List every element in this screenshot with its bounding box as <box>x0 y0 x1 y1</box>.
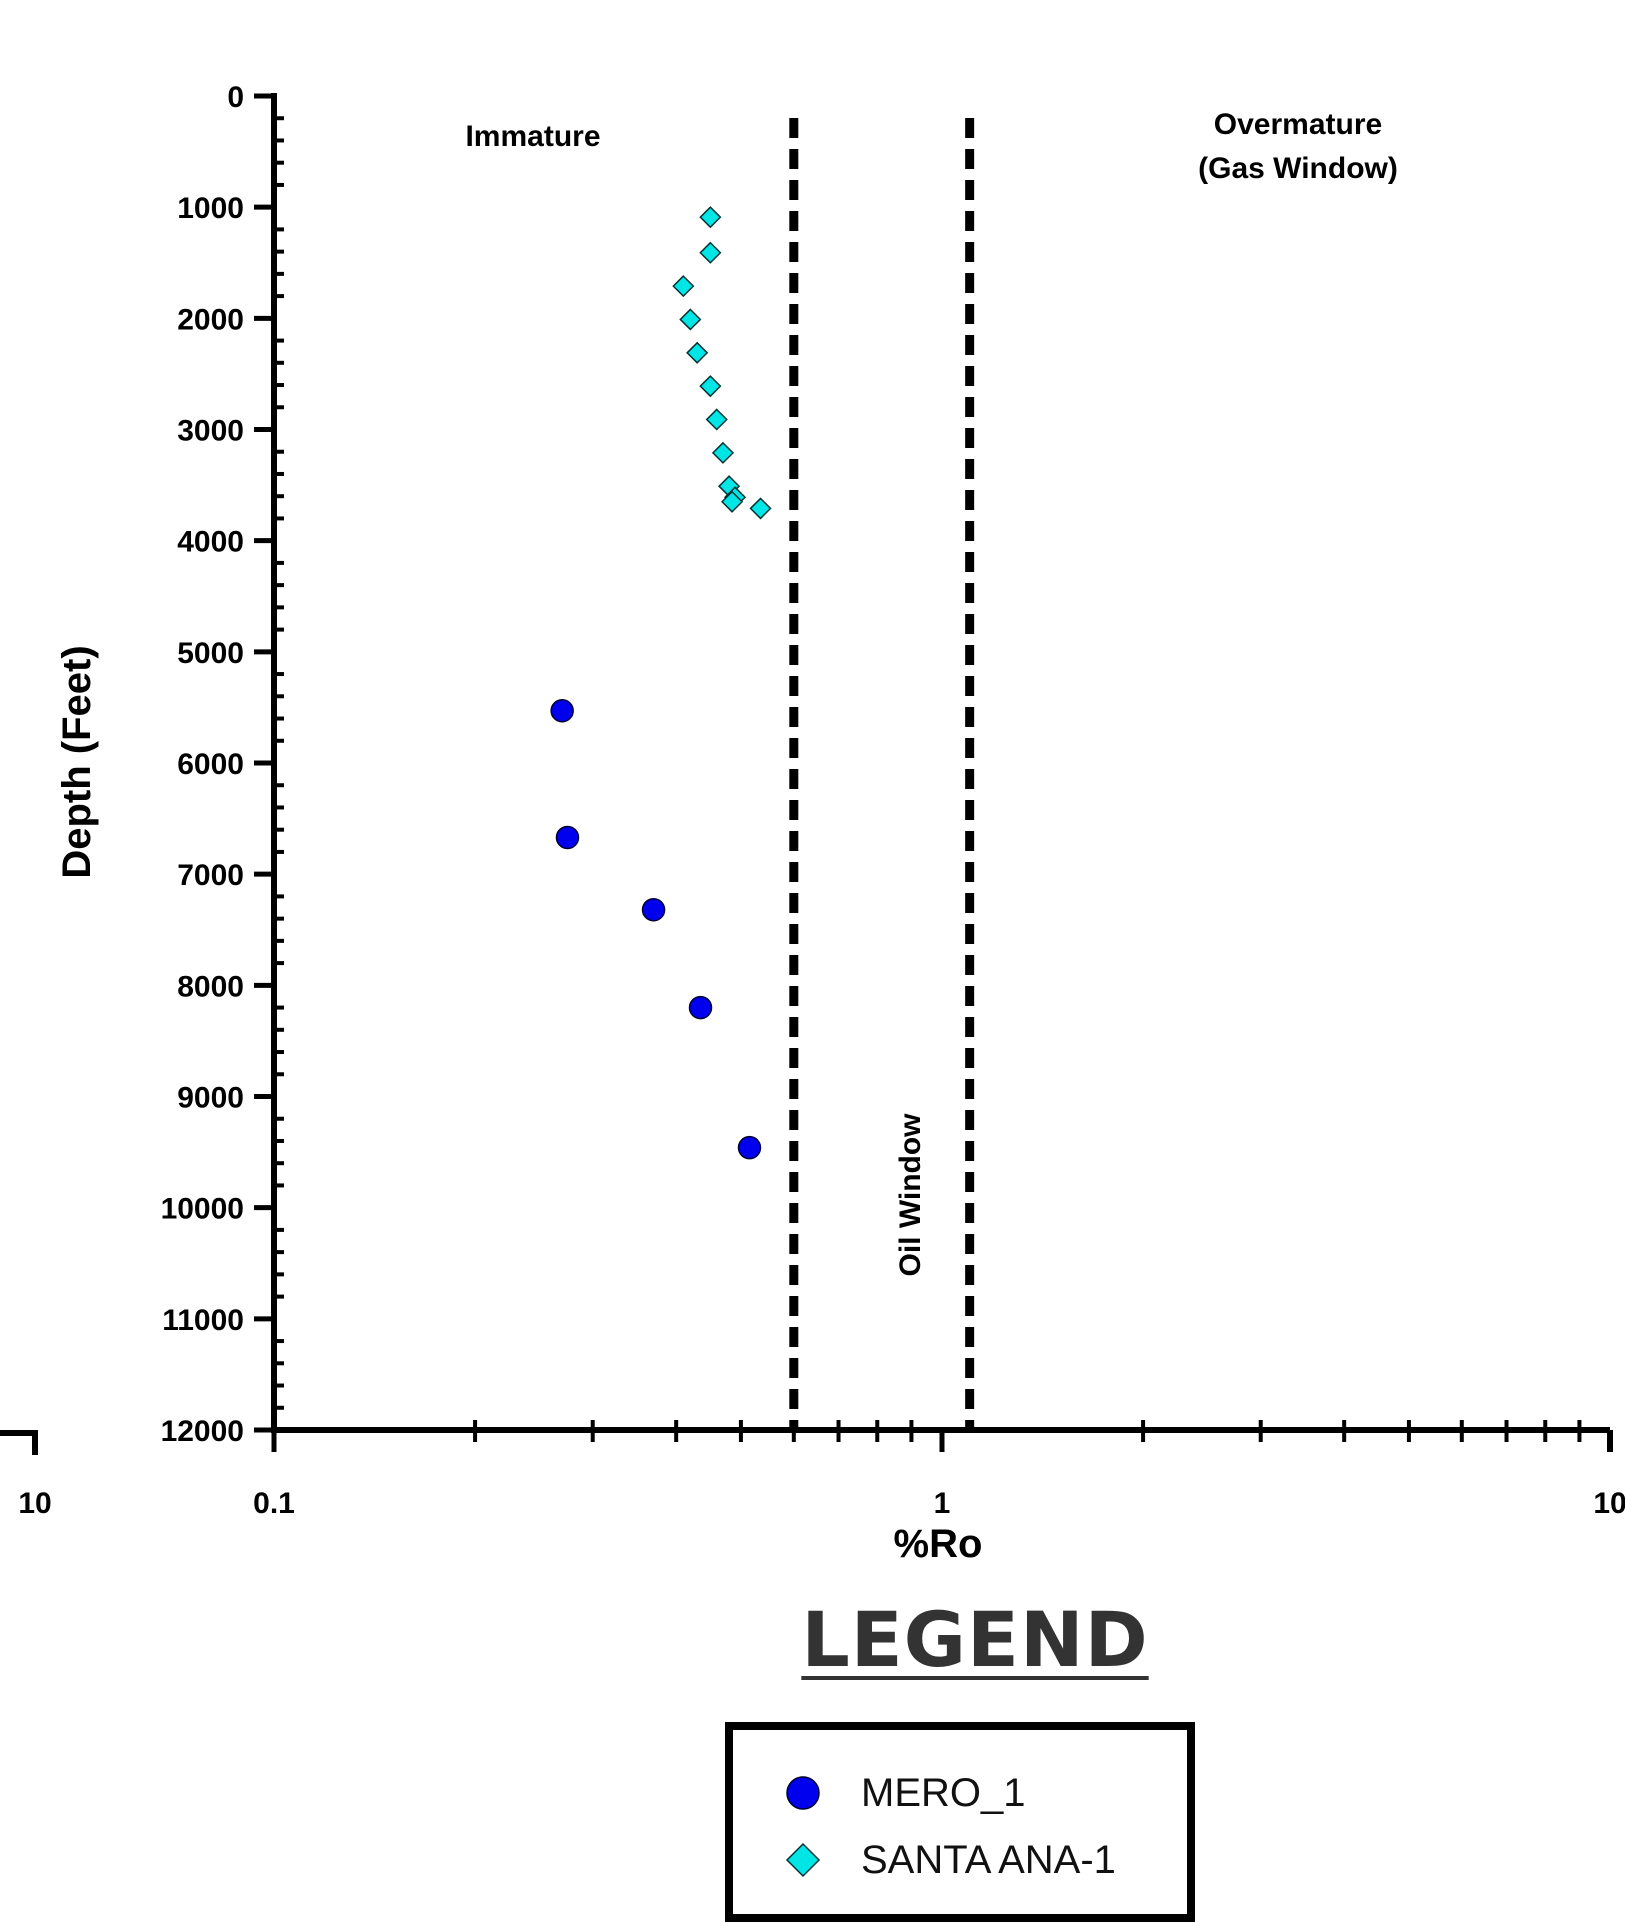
x-tick-label: 10 <box>1593 1487 1625 1520</box>
x-ticks: 0.1 1 10 <box>253 1420 1625 1520</box>
x-tick-label: 1 <box>934 1487 951 1520</box>
immature-label: Immature <box>465 120 600 153</box>
y-tick-label: 1000 <box>177 192 244 225</box>
y-tick-label: 3000 <box>177 415 244 448</box>
y-ticks: 0 1000 2000 3000 4000 5000 6000 7000 8000 9000 100… <box>161 81 284 1448</box>
blue-circle-icon <box>786 1776 820 1810</box>
x-axis-title: %Ro <box>894 1522 983 1566</box>
data-point-diamond <box>672 275 695 298</box>
y-tick-label: 5000 <box>177 637 244 670</box>
y-tick-label: 6000 <box>177 748 244 781</box>
y-tick-label: 4000 <box>177 526 244 559</box>
axes <box>271 93 1613 1452</box>
y-axis-title: Depth (Feet) <box>55 645 99 878</box>
legend-item-mero-1: MERO_1 <box>783 1768 1026 1818</box>
data-point-diamond <box>711 441 735 464</box>
data-point-diamond <box>721 490 744 513</box>
left-partial-tick-label: 10 <box>18 1487 51 1520</box>
legend-label-santa-ana-1: SANTA ANA-1 <box>861 1837 1116 1882</box>
data-point-circle <box>555 825 580 850</box>
data-point-circle <box>550 699 574 723</box>
overmature-label-line2: (Gas Window) <box>1198 152 1398 185</box>
y-tick-label: 0 <box>227 81 244 114</box>
y-tick-label: 10000 <box>161 1193 244 1226</box>
data-point-diamond <box>699 206 722 229</box>
legend: MERO_1 SANTA ANA-1 <box>725 1722 1195 1922</box>
data-point-diamond <box>705 408 728 431</box>
data-point-diamond <box>686 341 709 364</box>
y-tick-label: 9000 <box>177 1082 244 1115</box>
legend-item-santa-ana-1: SANTA ANA-1 <box>783 1835 1116 1885</box>
data-point-diamond <box>699 375 722 398</box>
data-point-diamond <box>699 241 722 264</box>
oil-window-label: Oil Window <box>894 1113 927 1277</box>
maturity-zone-lines <box>789 118 975 1430</box>
data-point-circle <box>737 1135 762 1160</box>
y-tick-label: 2000 <box>177 303 244 336</box>
data-points <box>550 206 772 1160</box>
y-tick-label: 11000 <box>162 1304 244 1337</box>
overmature-label-line1: Overmature <box>1214 108 1382 141</box>
data-point-circle <box>688 995 713 1020</box>
y-tick-label: 12000 <box>161 1415 244 1448</box>
y-tick-label: 8000 <box>177 970 244 1003</box>
data-point-diamond <box>749 497 772 520</box>
data-point-diamond <box>679 308 702 331</box>
legend-label-mero-1: MERO_1 <box>861 1770 1026 1815</box>
y-tick-label: 7000 <box>177 859 244 892</box>
x-tick-label: 0.1 <box>253 1487 295 1520</box>
cyan-diamond-icon <box>785 1842 821 1878</box>
left-partial-axis <box>0 1430 38 1455</box>
data-point-circle <box>641 897 666 922</box>
series-mero-1 <box>550 699 762 1160</box>
series-santa-ana-1 <box>672 206 772 520</box>
legend-title: LEGEND <box>801 1595 1149 1684</box>
